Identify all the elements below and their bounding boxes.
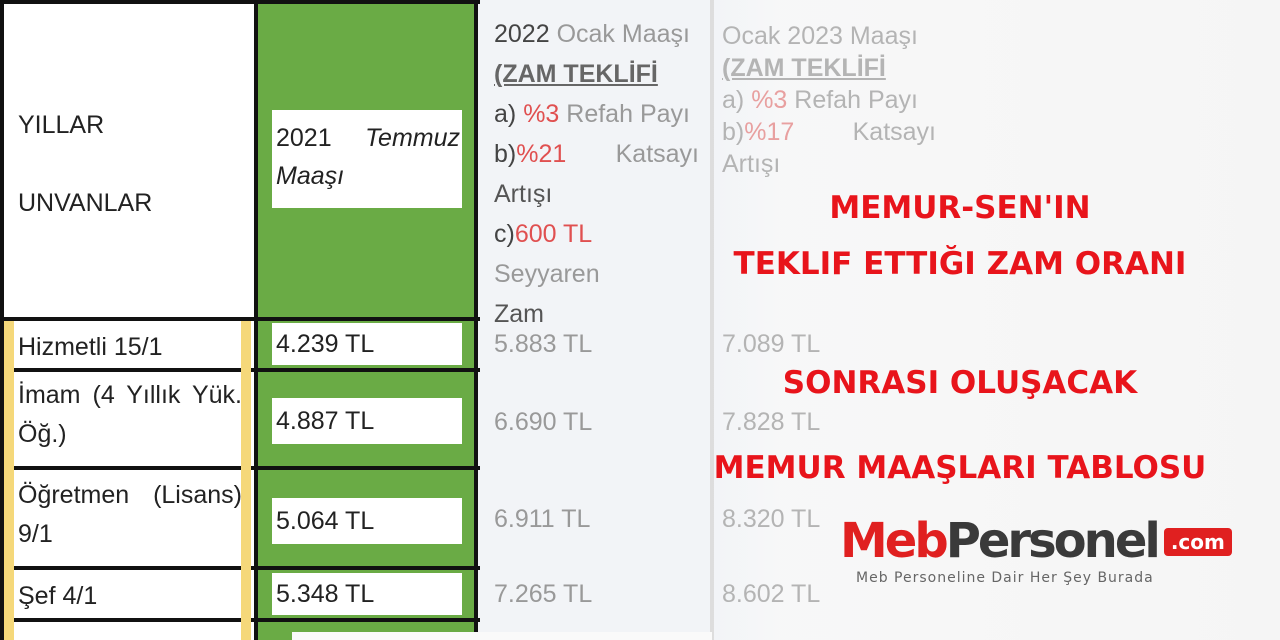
h23-a-value: %3 — [751, 86, 788, 114]
salary-2021: 5.348 TL — [272, 573, 462, 615]
logo-tagline: Meb Personeline Dair Her Şey Burada — [856, 570, 1154, 586]
h22-b-value: %21 — [516, 140, 567, 168]
divider — [0, 466, 480, 470]
salary-2023: 8.320 TL — [722, 505, 821, 533]
row-title: İmam (4 Yıllık Yük. Öğ.) — [18, 381, 242, 448]
h23-a: a) — [722, 86, 745, 114]
header-2021-word: Maaşı — [276, 161, 345, 190]
headline-line: TEKLIF ETTIĞI ZAM ORANI — [733, 246, 1187, 282]
headline-line: MEMUR-SEN'IN — [829, 190, 1091, 226]
h22-b-text: Katsayı — [615, 140, 699, 168]
salary-2022: 6.690 TL — [494, 408, 593, 436]
divider — [0, 368, 480, 372]
header-2021-year: 2021 — [276, 124, 332, 152]
salary-2021: 5.064 TL — [272, 498, 462, 544]
salary-2022: 7.265 TL — [494, 580, 593, 608]
mebpersonel-logo: MebPersonel .com Meb Personeline Dair Her… — [840, 510, 1276, 605]
h23-b-text2: Artışı — [722, 150, 781, 178]
divider — [0, 0, 480, 4]
header-2021: 2021 Temmuz Maaşı — [272, 110, 462, 208]
logo-badge: .com — [1163, 528, 1232, 556]
h22-c-text: Seyyaren — [494, 260, 600, 288]
h22-c-text2: Zam — [494, 300, 544, 328]
row-title: Şef 4/1 — [18, 582, 98, 610]
h23-a-text: Refah Payı — [794, 86, 918, 114]
salary-2022: 6.911 TL — [494, 505, 591, 533]
headline-line: MEMUR MAAŞLARI TABLOSU — [713, 450, 1207, 486]
header-years: YILLAR — [18, 111, 105, 139]
h22-c-value: 600 TL — [514, 220, 592, 248]
h23-b-value: %17 — [744, 118, 795, 146]
headline-line: SONRASI OLUŞACAK — [782, 365, 1138, 401]
divider — [0, 566, 480, 570]
salary-2023: 8.602 TL — [722, 580, 821, 608]
h22-year: 2022 — [494, 20, 550, 48]
row-title: Öğretmen (Lisans) 9/1 — [18, 481, 242, 548]
logo-personel: Personel — [945, 513, 1161, 569]
h23-b: b) — [722, 118, 745, 146]
h22-a-value: %3 — [523, 100, 560, 128]
row-highlight — [241, 321, 251, 640]
h22-a-text: Refah Payı — [566, 100, 690, 128]
h23-b-text: Katsayı — [852, 118, 936, 146]
salary-2021: 4.239 TL — [272, 323, 462, 365]
bottom-bar — [292, 632, 712, 640]
salary-2022: 5.883 TL — [494, 330, 593, 358]
header-2023: Ocak 2023 Maaşı (ZAM TEKLİFİ a) %3 Refah… — [722, 20, 936, 180]
divider — [0, 618, 480, 622]
h22-b-text2: Artışı — [494, 180, 553, 208]
salary-2021: 4.887 TL — [272, 398, 462, 444]
divider — [0, 317, 480, 321]
h22-b: b) — [494, 140, 517, 168]
header-2021-month: Temmuz — [365, 124, 460, 152]
h23-title: Ocak 2023 Maaşı — [722, 22, 918, 50]
salary-2023: 7.828 TL — [722, 408, 821, 436]
logo-meb: Meb — [840, 513, 949, 569]
h22-title: Ocak Maaşı — [556, 20, 690, 48]
salary-2023: 7.089 TL — [722, 330, 821, 358]
header-2022: 2022 Ocak Maaşı (ZAM TEKLİFİ a) %3 Refah… — [494, 14, 699, 334]
h23-subtitle: (ZAM TEKLİFİ — [722, 54, 886, 82]
h22-a: a) — [494, 100, 517, 128]
h22-subtitle: (ZAM TEKLİFİ — [494, 60, 658, 88]
row-highlight — [4, 321, 14, 640]
h22-c: c) — [494, 220, 515, 248]
row-title: Hizmetli 15/1 — [18, 333, 163, 361]
header-titles: UNVANLAR — [18, 189, 153, 217]
